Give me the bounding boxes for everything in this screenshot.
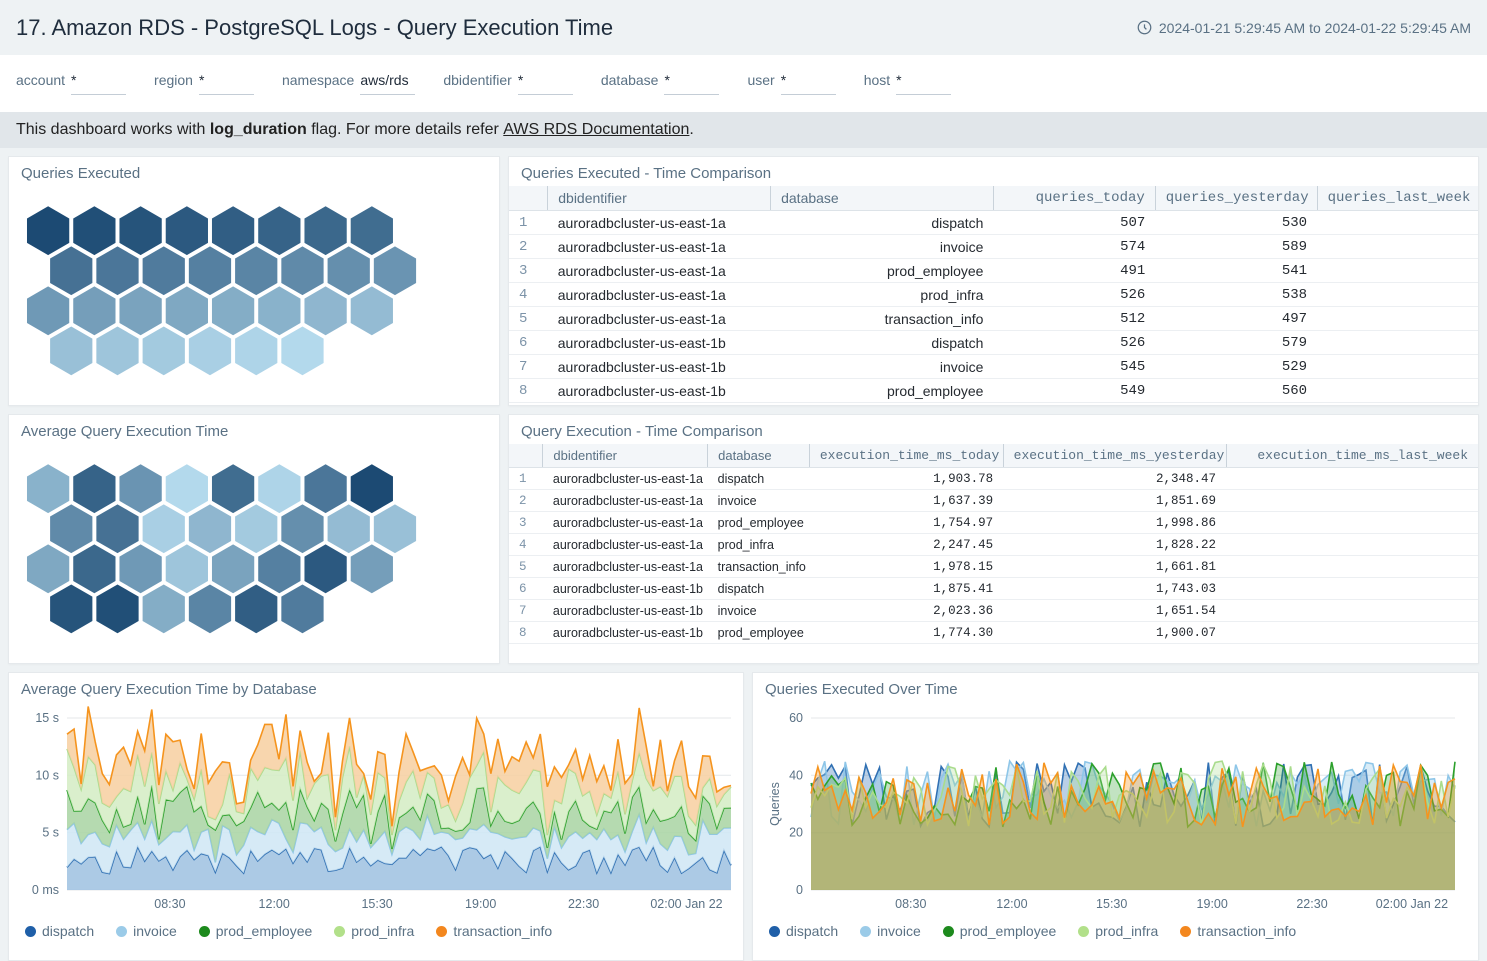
- svg-text:22:30: 22:30: [568, 897, 599, 911]
- svg-text:15:30: 15:30: [361, 897, 392, 911]
- svg-text:19:00: 19:00: [465, 897, 496, 911]
- svg-text:10 s: 10 s: [35, 768, 59, 782]
- svg-text:08:30: 08:30: [154, 897, 185, 911]
- svg-text:0 ms: 0 ms: [32, 883, 59, 897]
- svg-text:22:30: 22:30: [1296, 897, 1327, 911]
- svg-text:12:00: 12:00: [259, 897, 290, 911]
- svg-text:60: 60: [789, 711, 803, 725]
- svg-text:15:30: 15:30: [1096, 897, 1127, 911]
- svg-text:08:30: 08:30: [895, 897, 926, 911]
- svg-text:20: 20: [789, 826, 803, 840]
- svg-text:40: 40: [789, 768, 803, 782]
- svg-text:12:00: 12:00: [996, 897, 1027, 911]
- svg-text:02:00 Jan 22: 02:00 Jan 22: [650, 897, 722, 911]
- svg-text:19:00: 19:00: [1197, 897, 1228, 911]
- svg-text:15 s: 15 s: [35, 711, 59, 725]
- svg-text:5 s: 5 s: [42, 826, 59, 840]
- svg-text:Queries: Queries: [768, 782, 782, 826]
- svg-text:02:00 Jan 22: 02:00 Jan 22: [1376, 897, 1448, 911]
- svg-text:0: 0: [796, 883, 803, 897]
